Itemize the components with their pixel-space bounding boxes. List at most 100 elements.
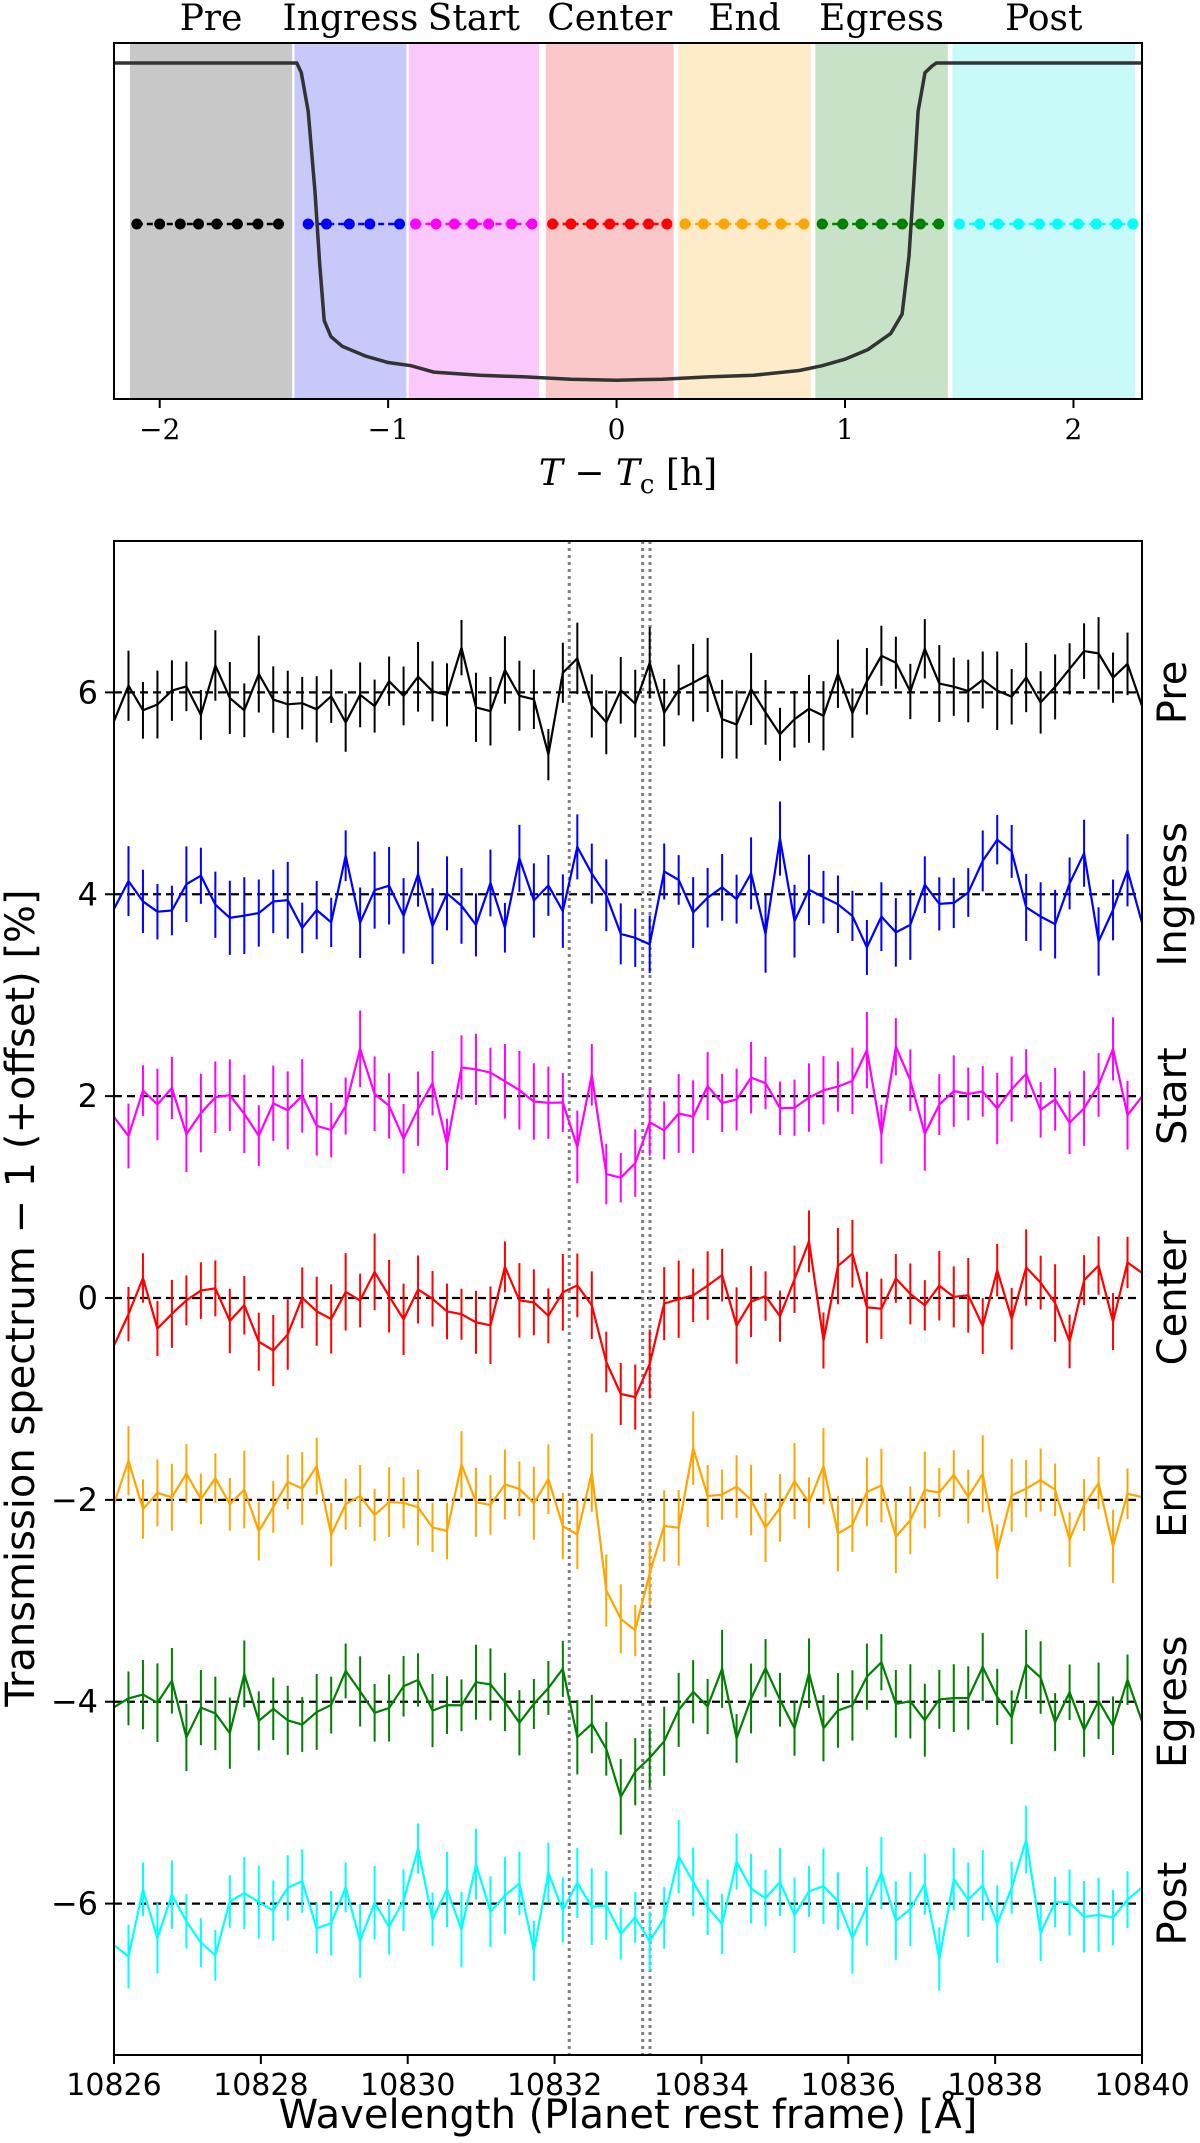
- phase-labels: Pre Ingress Start Center End Egress Post: [180, 0, 1083, 39]
- light-curve-panel: Pre Ingress Start Center End Egress Post −2 −1 0…: [113, 0, 1143, 500]
- spectra-x-label: Wavelength (Planet rest frame) [Å]: [279, 2090, 978, 2138]
- exposure-dot: [1033, 218, 1045, 230]
- spectrum-line: [112, 1447, 1143, 1633]
- exposure-dot: [526, 218, 538, 230]
- series-start: [113, 1010, 1143, 1205]
- exposure-dot: [855, 218, 867, 230]
- series-label-post: Post: [1150, 1862, 1196, 1946]
- series-label-egress: Egress: [1150, 1635, 1196, 1768]
- exposure-dots: [131, 218, 1139, 230]
- exposure-dot: [697, 218, 709, 230]
- x-tick-label: −1: [367, 413, 408, 446]
- spectrum-line: [113, 1660, 1144, 1800]
- series-label-end: End: [1150, 1462, 1196, 1538]
- spectrum-line: [113, 838, 1144, 951]
- series-end: [112, 1411, 1143, 1656]
- exposure-dot: [624, 218, 636, 230]
- series-label-ingress: Ingress: [1150, 822, 1196, 966]
- exposure-dot: [1051, 218, 1063, 230]
- x-label-sub: c: [640, 470, 655, 500]
- exposure-dot: [211, 218, 223, 230]
- y-tick-label: 2: [78, 1077, 98, 1115]
- exposure-dot: [364, 218, 376, 230]
- series-label-pre: Pre: [1150, 661, 1196, 725]
- spectra-x-ticks: 10826 10828 10830 10832 10834 10836 10838 10840: [66, 2055, 1190, 2103]
- y-tick-label: 6: [78, 673, 98, 711]
- x-tick-label: 10830: [360, 2068, 455, 2103]
- exposure-dot: [992, 218, 1004, 230]
- spectrum-line: [113, 1042, 1143, 1180]
- series-label-center: Center: [1150, 1230, 1196, 1365]
- exposure-dot: [1013, 218, 1025, 230]
- exposure-dot: [775, 218, 787, 230]
- exposure-dot: [974, 218, 986, 230]
- y-tick-label: 4: [78, 875, 98, 913]
- x-tick-label: 1: [836, 413, 854, 446]
- exposure-dot: [131, 218, 143, 230]
- exposure-dot: [816, 218, 828, 230]
- spectrum-line: [113, 1839, 1143, 1960]
- exposure-dot: [896, 218, 908, 230]
- light-curve-frame: [113, 42, 1143, 400]
- spectra-y-label: Transmission spectrum − 1 (+offset) [%]: [0, 889, 44, 1707]
- x-tick-label: 10840: [1094, 2068, 1189, 2103]
- exposure-dot: [876, 218, 888, 230]
- x-label-unit: [h]: [654, 453, 717, 494]
- light-curve-x-label: T − Tc [h]: [539, 453, 717, 500]
- spectra-series: [112, 617, 1144, 1991]
- exposure-dot: [1072, 218, 1084, 230]
- exposure-dot: [914, 218, 926, 230]
- phase-label-center: Center: [547, 0, 673, 39]
- x-tick-label: 10826: [66, 2068, 161, 2103]
- series-labels: Pre Ingress Start Center End Egress Post: [1150, 661, 1196, 1946]
- y-tick-label: 0: [78, 1279, 98, 1317]
- exposure-dot: [604, 218, 616, 230]
- x-tick-label: 10828: [213, 2068, 308, 2103]
- phase-label-post: Post: [1005, 0, 1083, 39]
- exposure-dot: [643, 218, 655, 230]
- transmission-spectra-panel: 10826 10828 10830 10832 10834 10836 10838 10840…: [0, 540, 1196, 2138]
- exposure-dot: [343, 218, 355, 230]
- x-tick-label: 10838: [947, 2068, 1042, 2103]
- x-tick-label: −2: [139, 413, 180, 446]
- exposure-dot: [933, 218, 945, 230]
- exposure-dot: [174, 218, 186, 230]
- exposure-dot: [252, 218, 264, 230]
- y-tick-label: −4: [51, 1683, 98, 1721]
- transit-light-curve: [114, 61, 1142, 382]
- offset-baselines: [114, 691, 1142, 1905]
- x-tick-label: 10836: [801, 2068, 896, 2103]
- exposure-dot: [736, 218, 748, 230]
- exposure-dot: [410, 218, 422, 230]
- exposure-dot: [193, 218, 205, 230]
- exposure-dot: [272, 218, 284, 230]
- series-egress: [113, 1629, 1144, 1835]
- helium-line-markers: [567, 541, 652, 2055]
- spectra-y-ticks: 6 4 2 0 −2 −4 −6: [51, 673, 114, 1923]
- exposure-dot: [679, 218, 691, 230]
- spectrum-line: [113, 1236, 1143, 1399]
- x-tick-label: 0: [608, 413, 626, 446]
- series-pre: [112, 617, 1144, 781]
- exposure-dot: [448, 218, 460, 230]
- spectrum-line: [112, 643, 1144, 755]
- exposure-dot: [837, 218, 849, 230]
- exposure-dot: [757, 218, 769, 230]
- y-tick-label: −6: [51, 1885, 98, 1923]
- x-label-main: T − T: [539, 453, 643, 494]
- exposure-dot: [1127, 218, 1139, 230]
- exposure-dot: [1090, 218, 1102, 230]
- exposure-dot: [585, 218, 597, 230]
- exposure-dot: [547, 218, 559, 230]
- exposure-dot: [430, 218, 442, 230]
- exposure-dot: [718, 218, 730, 230]
- exposure-dot: [394, 218, 406, 230]
- exposure-dot: [154, 218, 166, 230]
- series-center: [113, 1210, 1143, 1430]
- phase-band-pre: [129, 43, 293, 399]
- exposure-dot: [953, 218, 965, 230]
- exposure-dot: [231, 218, 243, 230]
- series-ingress: [113, 801, 1144, 976]
- phase-label-ingress: Ingress: [282, 0, 418, 39]
- exposure-dot: [302, 218, 314, 230]
